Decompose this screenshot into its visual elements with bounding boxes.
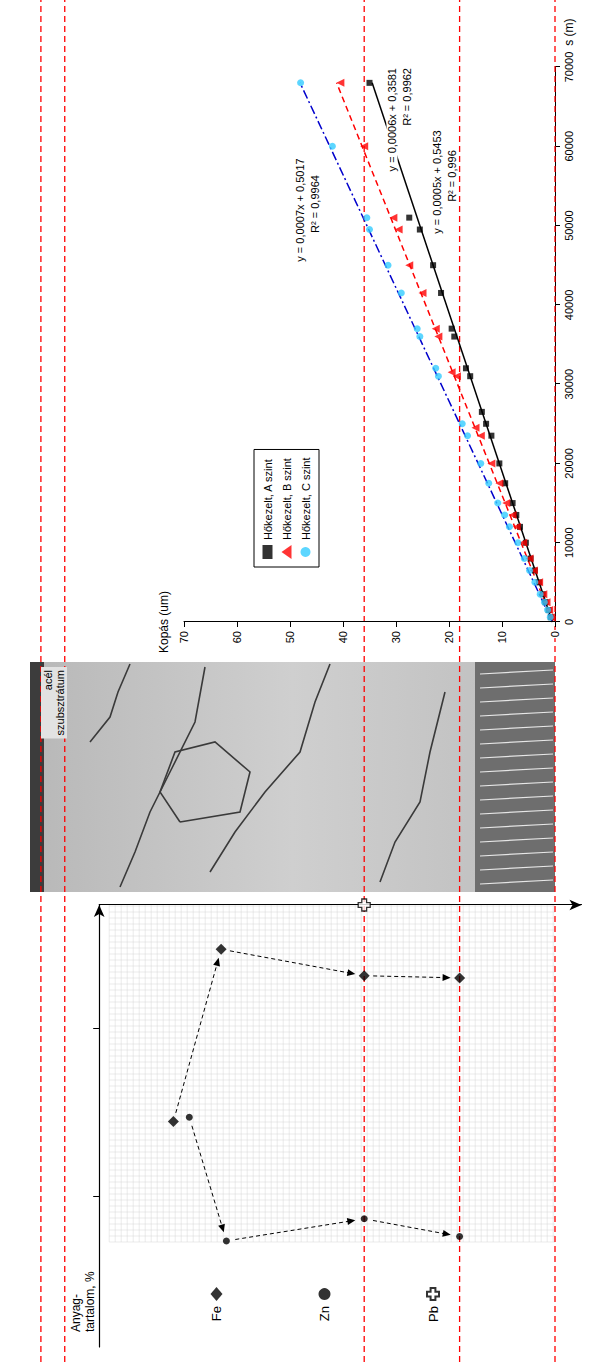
- svg-text:70: 70: [178, 631, 190, 643]
- svg-text:Hőkezelt, B szint: Hőkezelt, B szint: [281, 458, 293, 540]
- svg-text:acél: acél: [42, 670, 54, 690]
- svg-text:s (m): s (m): [562, 18, 576, 45]
- svg-text:60: 60: [231, 631, 243, 643]
- svg-text:30: 30: [390, 631, 402, 643]
- svg-text:Kopás (um): Kopás (um): [157, 591, 171, 653]
- svg-text:10: 10: [496, 631, 508, 643]
- svg-text:30000: 30000: [563, 369, 575, 400]
- svg-text:20000: 20000: [563, 448, 575, 479]
- svg-text:0: 0: [563, 619, 575, 625]
- svg-text:20: 20: [443, 631, 455, 643]
- svg-text:40: 40: [337, 631, 349, 643]
- svg-text:y = 0,0005x + 0,5453: y = 0,0005x + 0,5453: [431, 130, 443, 233]
- svg-text:szubsztrátum: szubsztrátum: [54, 670, 66, 735]
- svg-text:40000: 40000: [563, 290, 575, 321]
- svg-text:y = 0,0007x + 0,5017: y = 0,0007x + 0,5017: [294, 158, 306, 261]
- svg-text:Anyag-: Anyag-: [69, 1294, 83, 1332]
- svg-text:Fe: Fe: [209, 1306, 224, 1321]
- svg-text:70000: 70000: [563, 52, 575, 83]
- svg-text:0: 0: [549, 631, 561, 637]
- svg-text:R² = 0,9962: R² = 0,9962: [401, 68, 413, 126]
- svg-text:R² = 0,996: R² = 0,996: [446, 150, 458, 202]
- svg-text:10000: 10000: [563, 527, 575, 558]
- svg-text:tartalom, %: tartalom, %: [83, 1271, 97, 1332]
- svg-text:50000: 50000: [563, 210, 575, 241]
- svg-text:Hőkezelt, C szint: Hőkezelt, C szint: [300, 457, 312, 540]
- svg-text:50: 50: [284, 631, 296, 643]
- svg-text:60000: 60000: [563, 131, 575, 162]
- svg-text:Pb: Pb: [426, 1306, 441, 1322]
- svg-text:Hőkezelt, A szint: Hőkezelt, A szint: [262, 459, 274, 540]
- svg-text:R² = 0,9964: R² = 0,9964: [309, 175, 321, 233]
- svg-text:Zn: Zn: [317, 1306, 332, 1321]
- svg-text:y = 0,0006x + 0,3581: y = 0,0006x + 0,3581: [386, 68, 398, 171]
